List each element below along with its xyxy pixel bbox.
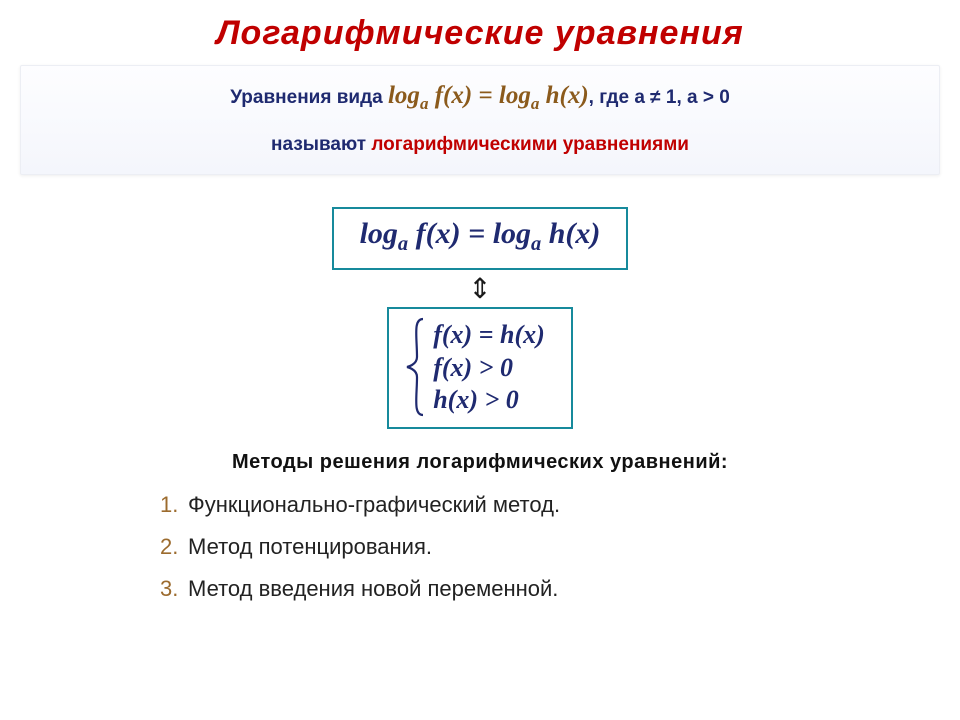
system-line-2: f(x) > 0 xyxy=(433,352,545,385)
equiv-arrow-wrap: ⇕ xyxy=(0,272,960,305)
main-formula-box: loga f(x) = loga h(x) xyxy=(332,207,629,270)
item-number: 3. xyxy=(160,576,188,602)
list-item: 3.Метод введения новой переменной. xyxy=(160,576,960,602)
def-prefix: Уравнения вида xyxy=(230,87,388,108)
item-number: 1. xyxy=(160,492,188,518)
list-item: 2.Метод потенцирования. xyxy=(160,534,960,560)
item-text: Метод введения новой переменной. xyxy=(188,576,558,601)
methods-title-text: Методы решения логарифмических уравнений… xyxy=(232,451,728,473)
system-line-3: h(x) > 0 xyxy=(433,384,545,417)
item-text: Функционально-графический метод. xyxy=(188,492,560,517)
def-line2-highlight: логарифмическими уравнениями xyxy=(371,134,689,155)
definition-line-1: Уравнения вида loga f(x) = loga h(x), гд… xyxy=(33,82,927,114)
methods-title: Методы решения логарифмических уравнений… xyxy=(0,451,960,474)
item-text: Метод потенцирования. xyxy=(188,534,432,559)
list-item: 1.Функционально-графический метод. xyxy=(160,492,960,518)
main-formula-wrap: loga f(x) = loga h(x) xyxy=(0,175,960,270)
page-title: Логарифмические уравнения xyxy=(0,0,960,53)
methods-list: 1.Функционально-графический метод. 2.Мет… xyxy=(160,492,960,602)
title-text: Логарифмические уравнения xyxy=(216,14,744,52)
def-line2-prefix: называют xyxy=(271,134,371,155)
equiv-arrow-icon: ⇕ xyxy=(468,273,491,304)
item-number: 2. xyxy=(160,534,188,560)
system-box: f(x) = h(x) f(x) > 0 h(x) > 0 xyxy=(387,307,573,429)
def-suffix: , где a ≠ 1, a > 0 xyxy=(589,87,730,108)
brace-icon xyxy=(403,317,429,417)
def-formula: loga f(x) = loga h(x) xyxy=(388,82,589,109)
main-formula: loga f(x) = loga h(x) xyxy=(360,217,601,250)
definition-block: Уравнения вида loga f(x) = loga h(x), гд… xyxy=(20,65,940,175)
system-wrap: f(x) = h(x) f(x) > 0 h(x) > 0 xyxy=(0,307,960,429)
system-line-1: f(x) = h(x) xyxy=(433,319,545,352)
definition-line-2: называют логарифмическими уравнениями xyxy=(33,134,927,156)
